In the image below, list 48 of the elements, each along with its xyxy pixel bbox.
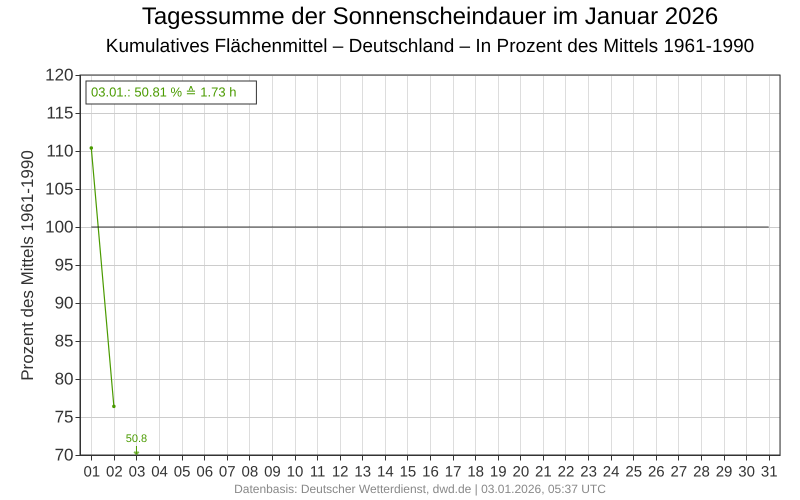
x-tick-label: 10: [286, 464, 304, 480]
x-tick-label: 05: [174, 464, 190, 480]
y-tick-label: 85: [54, 332, 74, 350]
y-tick-label: 100: [45, 218, 74, 236]
chart-title: Tagessumme der Sonnenscheindauer im Januar 2026: [142, 3, 718, 30]
x-tick-label: 31: [760, 464, 778, 480]
y-tick-label: 105: [45, 180, 74, 198]
x-tick-label: 16: [422, 464, 439, 480]
x-tick-label: 24: [602, 464, 620, 480]
chart-subtitle: Kumulatives Flächenmittel – Deutschland – In Prozent des Mittels 1961-1990: [106, 36, 754, 57]
x-tick-label: 27: [670, 464, 688, 480]
y-tick-label: 115: [46, 104, 74, 122]
y-tick-label: 110: [46, 142, 74, 160]
x-tick-label: 22: [558, 464, 574, 480]
x-tick-label: 20: [512, 464, 530, 480]
x-tick-label: 04: [151, 464, 168, 480]
y-tick-label: 80: [54, 370, 74, 388]
annotation: 50.8: [126, 433, 148, 445]
y-tick-label: 70: [54, 446, 74, 464]
x-tick-label: 08: [242, 464, 258, 480]
x-tick-label: 28: [693, 464, 710, 480]
x-tick-label: 23: [580, 464, 597, 480]
x-tick-label: 14: [376, 464, 394, 480]
x-tick-label: 29: [716, 464, 732, 480]
y-tick-label: 75: [54, 408, 74, 426]
y-tick-label: 95: [54, 256, 74, 274]
x-tick-label: 26: [648, 464, 665, 480]
x-tick-label: 21: [535, 464, 552, 480]
x-tick-label: 01: [83, 464, 100, 480]
x-tick-label: 03: [128, 464, 146, 480]
text: Datenbasis: Deutscher Wetterdienst, dwd.de | 03.01.2026, 05:37 UTC: [234, 482, 606, 496]
x-tick-label: 12: [332, 464, 349, 480]
x-tick-label: 19: [490, 464, 507, 480]
x-tick-label: 07: [218, 464, 236, 480]
x-tick-label: 13: [354, 464, 372, 480]
x-tick-label: 30: [738, 464, 755, 480]
x-tick-label: 18: [467, 464, 484, 480]
annotation: 03.01.: 50.81 % ≙ 1.73 h: [91, 84, 236, 100]
y-tick-label: 120: [45, 66, 74, 84]
y-tick-label: 90: [54, 294, 74, 312]
x-tick-label: 06: [196, 464, 214, 480]
x-tick-label: 17: [444, 464, 462, 480]
x-tick-label: 02: [106, 464, 123, 480]
y-axis-title: Prozent des Mittels 1961-1990: [18, 150, 38, 381]
x-tick-label: 11: [310, 464, 326, 480]
x-tick-label: 25: [625, 464, 642, 480]
x-tick-label: 09: [264, 464, 281, 480]
x-tick-label: 15: [400, 464, 416, 480]
